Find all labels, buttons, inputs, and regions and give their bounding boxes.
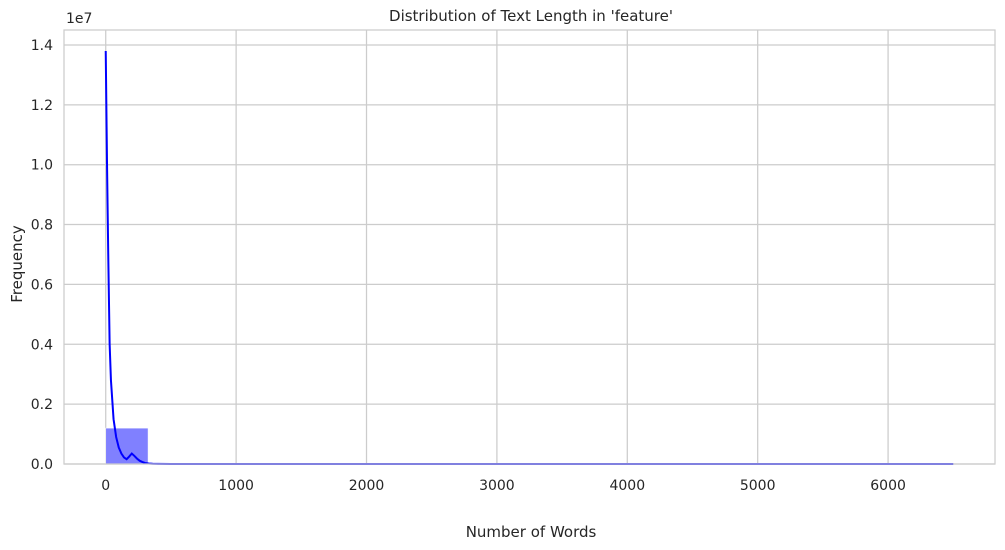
y-offset-label: 1e7 [66,11,92,27]
y-tick-label: 0.4 [31,337,53,353]
y-tick-label: 1.0 [31,158,53,174]
y-tick-label: 1.2 [31,98,53,114]
x-tick-labels: 0 1000 2000 3000 4000 5000 6000 [101,478,906,494]
y-tick-label: 0.6 [31,277,53,293]
y-tick-labels: 0.0 0.2 0.4 0.6 0.8 1.0 1.2 1.4 [31,38,53,473]
y-axis-label: Frequency [8,225,26,303]
grid [64,30,995,465]
y-tick-label: 1.4 [31,38,53,54]
x-tick-label: 3000 [479,478,515,494]
x-tick-label: 2000 [349,478,385,494]
chart-title: Distribution of Text Length in 'feature' [389,7,673,25]
histogram-bars [105,427,954,465]
x-tick-label: 1000 [218,478,254,494]
kde-line [104,50,954,465]
x-tick-label: 6000 [870,478,906,494]
kde-curve-layer [104,50,954,465]
y-tick-label: 0.0 [31,457,53,473]
x-tick-label: 0 [101,478,110,494]
y-tick-label: 0.8 [31,218,53,234]
x-tick-label: 4000 [609,478,645,494]
plot-frame [63,29,996,465]
y-tick-label: 0.2 [31,397,53,413]
x-axis-label: Number of Words [466,523,597,541]
x-tick-label: 5000 [740,478,776,494]
